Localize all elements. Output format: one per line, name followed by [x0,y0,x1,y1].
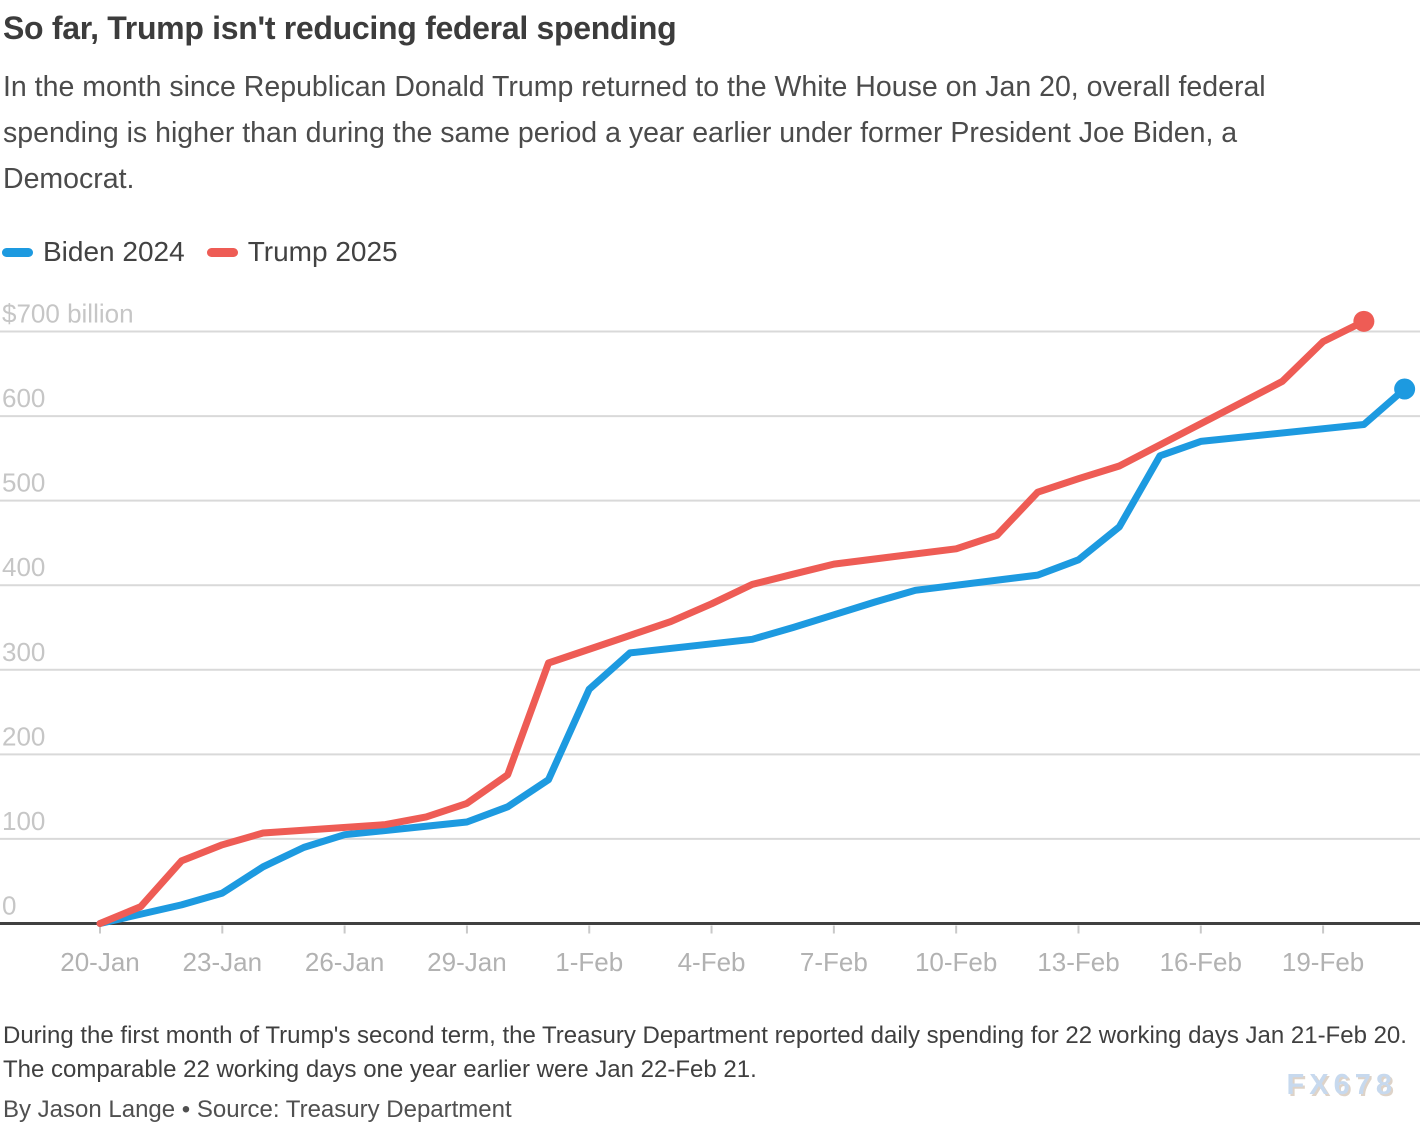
fx678-watermark: FX678 [1286,1069,1397,1101]
x-tick-label: 20-Jan [60,947,140,977]
page-subtitle: In the month since Republican Donald Tru… [3,71,1266,195]
y-axis-label: $700 billion [2,299,134,329]
x-tick-label: 10-Feb [915,947,997,977]
legend-item-biden: Biden 2024 [2,236,185,268]
x-tick-label: 23-Jan [183,947,263,977]
legend-label-trump: Trump 2025 [247,236,398,267]
y-axis-label: 0 [2,891,16,921]
legend-label-biden: Biden 2024 [43,236,185,267]
biden-legend-swatch [2,247,33,257]
x-tick-label: 19-Feb [1282,947,1364,977]
trump-legend-swatch [206,247,238,257]
y-axis-label: 600 [2,383,45,413]
x-tick-label: 26-Jan [305,947,385,977]
y-axis-label: 200 [2,721,45,751]
page-title: So far, Trump isn't reducing federal spe… [3,10,677,46]
trump-2025-end-dot [1353,310,1375,332]
x-tick-label: 7-Feb [800,947,868,977]
legend: Biden 2024 Trump 2025 [2,236,398,268]
biden-2024-end-dot [1394,378,1416,400]
y-axis-label: 100 [2,806,45,836]
x-tick-label: 29-Jan [427,947,507,977]
x-tick-label: 13-Feb [1037,947,1119,977]
y-axis-label: 300 [2,637,45,667]
x-tick-label: 16-Feb [1160,947,1242,977]
chart-footnote: During the first month of Trump's second… [3,1022,1407,1083]
y-axis-label: 400 [2,552,45,582]
y-axis-label: 500 [2,468,45,498]
x-tick-label: 1-Feb [555,947,623,977]
byline-source: By Jason Lange • Source: Treasury Depart… [3,1096,512,1123]
trump-2025-line [96,317,1368,927]
x-tick-label: 4-Feb [678,947,746,977]
legend-item-trump: Trump 2025 [206,236,398,268]
biden-2024-line [96,385,1409,927]
